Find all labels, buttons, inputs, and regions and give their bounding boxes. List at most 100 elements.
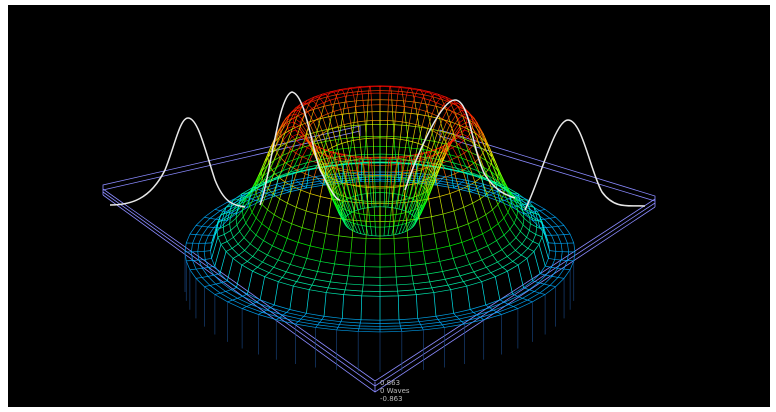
surface-spoke bbox=[327, 149, 334, 168]
surface-spoke bbox=[353, 140, 357, 160]
surface-spoke bbox=[515, 250, 522, 256]
surface-spoke bbox=[498, 172, 506, 188]
surface-spoke bbox=[361, 194, 365, 209]
surface-spoke bbox=[516, 204, 524, 212]
surface-spoke bbox=[359, 139, 363, 159]
surface-spoke bbox=[317, 153, 323, 164]
surface-spoke bbox=[344, 283, 347, 290]
surface-spoke bbox=[370, 158, 373, 166]
surface-spoke bbox=[405, 211, 411, 224]
surface-spoke bbox=[365, 226, 369, 236]
surface-spoke bbox=[242, 200, 250, 211]
surface-spoke bbox=[279, 117, 287, 129]
surface-spoke bbox=[476, 186, 481, 189]
surface-spoke bbox=[427, 273, 431, 282]
surface-spoke bbox=[485, 304, 490, 309]
surface-spoke bbox=[523, 287, 530, 291]
surface-spoke bbox=[204, 250, 211, 252]
surface-spoke bbox=[303, 186, 307, 189]
surface-spoke bbox=[287, 128, 293, 143]
surface-spoke bbox=[220, 241, 228, 245]
surface-spoke bbox=[400, 86, 403, 92]
surface-spoke bbox=[436, 118, 443, 134]
surface-spoke bbox=[354, 100, 357, 113]
surface-spoke bbox=[459, 171, 464, 174]
surface-spoke bbox=[293, 158, 299, 167]
surface-spoke bbox=[485, 142, 493, 158]
surface-spoke bbox=[492, 254, 498, 263]
surface-spoke bbox=[395, 266, 397, 277]
surface-spoke bbox=[392, 203, 394, 222]
surface-spoke bbox=[336, 139, 340, 150]
surface-spoke bbox=[291, 138, 297, 152]
surface-spoke bbox=[410, 265, 413, 276]
surface-spoke bbox=[327, 281, 331, 289]
surface-spoke bbox=[385, 138, 388, 158]
surface-spoke bbox=[306, 289, 310, 314]
surface-spoke bbox=[242, 293, 248, 297]
surface-spoke bbox=[449, 160, 456, 174]
surface-spoke bbox=[293, 242, 299, 255]
surface-spoke bbox=[437, 319, 441, 323]
surface-spoke bbox=[486, 151, 493, 166]
surface-spoke bbox=[336, 235, 340, 252]
surface-spoke bbox=[360, 87, 363, 94]
surface-spoke bbox=[397, 213, 402, 226]
surface-spoke bbox=[470, 115, 478, 123]
surface-spoke bbox=[356, 91, 359, 101]
surface-spoke bbox=[400, 199, 405, 214]
surface-spoke bbox=[512, 261, 519, 266]
surface-spoke bbox=[442, 324, 445, 328]
surface-spoke bbox=[273, 131, 281, 144]
surface-spoke bbox=[237, 198, 245, 204]
surface-spoke bbox=[304, 160, 311, 174]
surface-spoke bbox=[383, 192, 386, 207]
surface-spoke bbox=[503, 217, 511, 230]
surface-spoke bbox=[450, 289, 454, 314]
scale-max: 0.863 bbox=[380, 379, 400, 387]
surface-spoke bbox=[214, 244, 222, 267]
surface-spoke bbox=[385, 157, 387, 177]
surface-spoke bbox=[353, 94, 356, 107]
surface-spoke bbox=[259, 276, 265, 300]
surface-spoke bbox=[419, 189, 426, 205]
surface-spoke bbox=[480, 317, 484, 320]
surface-spoke bbox=[449, 193, 455, 212]
surface-spoke bbox=[431, 129, 435, 142]
surface-spoke bbox=[435, 182, 439, 186]
surface-spoke bbox=[457, 105, 463, 117]
surface-spoke bbox=[246, 304, 252, 307]
surface-spoke bbox=[461, 321, 465, 325]
surface-spoke bbox=[535, 219, 543, 223]
surface-spoke bbox=[347, 107, 352, 124]
surface-spoke bbox=[440, 121, 447, 137]
surface-spoke bbox=[332, 157, 335, 163]
surface-spoke bbox=[413, 283, 416, 290]
surface-spoke bbox=[369, 86, 372, 94]
surface-spoke bbox=[467, 128, 473, 143]
surface-spoke bbox=[549, 216, 556, 219]
surface-spoke bbox=[517, 210, 525, 219]
surface-spoke bbox=[510, 206, 518, 218]
surface-spoke bbox=[365, 124, 368, 137]
surface-spoke bbox=[497, 223, 505, 236]
surface-spoke bbox=[454, 173, 460, 191]
surface-spoke bbox=[458, 124, 465, 139]
surface-spoke bbox=[295, 113, 302, 119]
surface-spoke bbox=[407, 198, 414, 213]
surface-spoke bbox=[406, 122, 410, 141]
surface-spoke bbox=[289, 113, 296, 116]
surface-spoke bbox=[364, 136, 367, 147]
surface-spoke bbox=[214, 209, 221, 212]
surface-spoke bbox=[324, 151, 332, 170]
surface-spoke bbox=[459, 275, 464, 282]
surface-spoke bbox=[257, 180, 264, 188]
surface-spoke bbox=[370, 93, 373, 105]
surface-spoke bbox=[367, 201, 370, 216]
surface-spoke bbox=[290, 152, 297, 167]
surface-spoke bbox=[425, 263, 428, 275]
surface-spoke bbox=[306, 245, 311, 259]
surface-spoke bbox=[353, 212, 358, 225]
surface-spoke bbox=[437, 180, 441, 184]
